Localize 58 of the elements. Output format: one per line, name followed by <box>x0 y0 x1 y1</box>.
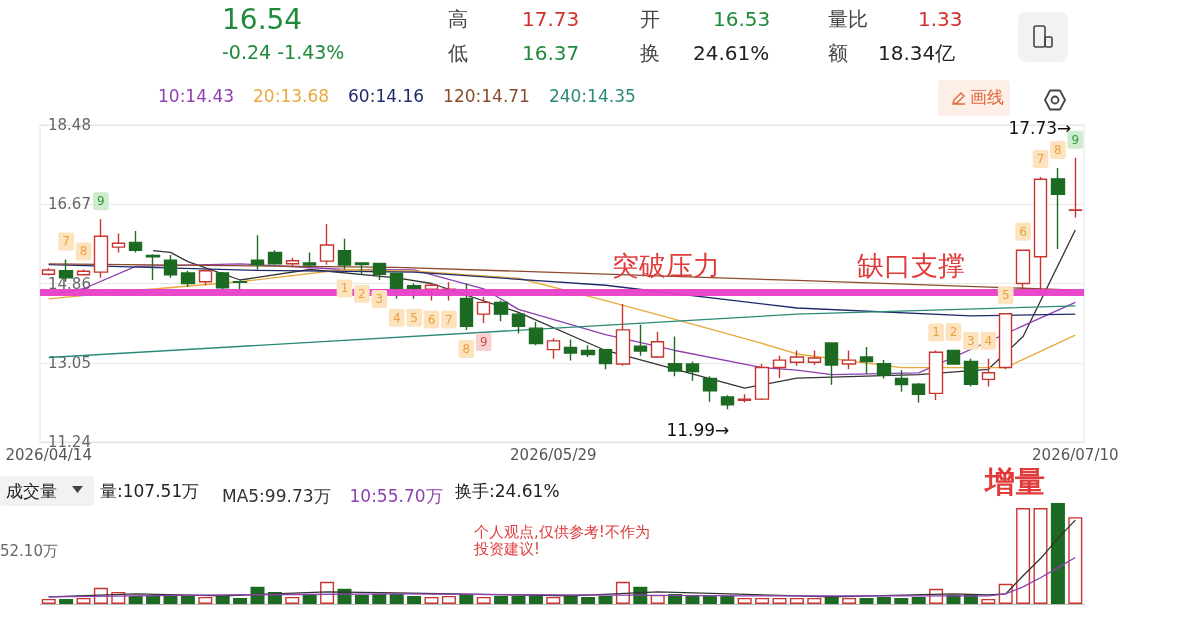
annotation: 9 <box>1071 132 1080 147</box>
annotation: 2 <box>358 286 366 301</box>
annotation: 2 <box>949 325 958 340</box>
text: 换手:24.61% <box>455 481 560 502</box>
text: 10:55.70万 <box>349 485 443 506</box>
annotation: 3 <box>967 333 975 348</box>
annotation: 4 <box>984 333 993 348</box>
text: 16.37 <box>522 41 580 65</box>
annotation: 缺口支撑 <box>857 250 965 282</box>
annotation: 7 <box>62 234 70 249</box>
text: -0.24 -1.43% <box>222 41 345 64</box>
text: 高 <box>448 7 468 31</box>
annotation: 9 <box>97 194 105 209</box>
text: 17.73 <box>522 7 580 31</box>
y-tick-label: 18.48 <box>48 116 91 134</box>
annotation: 5 <box>410 310 418 325</box>
annotation: 9 <box>479 334 488 349</box>
text: 成交量 <box>6 481 57 502</box>
text: 60:14.16 <box>348 85 425 106</box>
annotation: 3 <box>375 292 384 306</box>
text: 20:13.68 <box>253 85 330 106</box>
text: 1.33 <box>918 7 963 31</box>
annotation: 个人观点,仅供参考!不作为投资建议! <box>474 523 651 559</box>
text: 16.54 <box>222 3 303 37</box>
text: 换 <box>640 41 660 65</box>
annotation: 4 <box>392 310 401 325</box>
text: 16.53 <box>713 7 771 31</box>
text: 24.61% <box>693 41 770 65</box>
annotation: 11.99→ <box>666 420 730 441</box>
annotation: 52.10万 <box>0 542 58 561</box>
text: 120:14.71 <box>443 85 530 106</box>
text: 画线 <box>970 87 1004 108</box>
text: 240:14.35 <box>548 85 636 106</box>
annotation: 17.73→ <box>1008 117 1072 138</box>
text: 低 <box>448 41 468 65</box>
text: 增量 <box>985 464 1045 500</box>
text: 18.34亿 <box>878 41 956 65</box>
x-tick-label: 2026/05/29 <box>510 445 597 464</box>
annotation: 8 <box>79 244 88 259</box>
annotation: 6 <box>1019 224 1027 239</box>
x-tick-label: 2026/07/10 <box>1032 445 1119 464</box>
text: 10:14.43 <box>158 85 235 106</box>
annotation: 8 <box>462 341 471 356</box>
annotation: 7 <box>445 312 453 327</box>
y-tick-label: 16.67 <box>48 195 91 214</box>
annotation: 1 <box>340 281 349 296</box>
annotation: 突破压力 <box>612 250 720 282</box>
text: MA5:99.73万 <box>222 485 331 506</box>
annotation: 1 <box>932 325 940 340</box>
annotation: 8 <box>1054 142 1062 157</box>
annotation: 6 <box>427 312 436 327</box>
annotation: 5 <box>1001 288 1010 303</box>
y-tick-label: 14.86 <box>48 274 91 293</box>
text: 量:107.51万 <box>100 481 200 502</box>
text: 量比 <box>828 7 868 31</box>
text: 额 <box>828 41 848 65</box>
annotation: 7 <box>1036 152 1045 167</box>
text: 开 <box>640 7 660 31</box>
